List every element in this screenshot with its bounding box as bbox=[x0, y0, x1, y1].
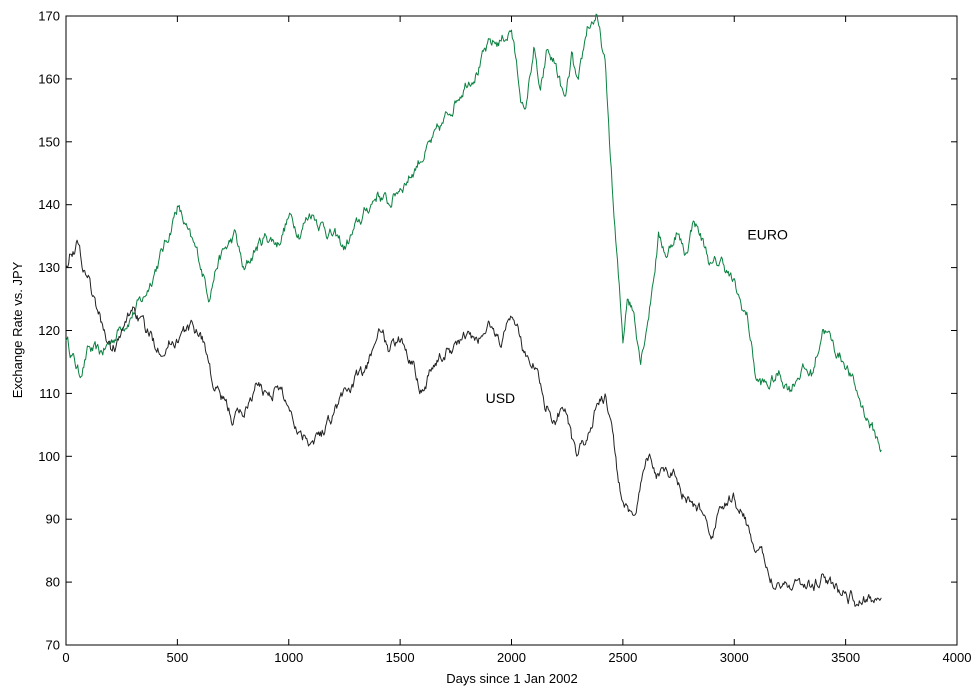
series-annotation-euro: EURO bbox=[747, 226, 788, 242]
y-tick-label: 110 bbox=[39, 386, 60, 401]
y-tick-label: 100 bbox=[38, 449, 60, 464]
x-tick-label: 1000 bbox=[274, 650, 303, 665]
x-tick-label: 2000 bbox=[497, 650, 526, 665]
x-tick-label: 3500 bbox=[831, 650, 860, 665]
plot-frame bbox=[65, 15, 958, 646]
plot-area bbox=[65, 15, 958, 646]
y-tick-label: 80 bbox=[46, 575, 60, 590]
series-line-euro bbox=[65, 13, 882, 453]
series-annotation-usd: USD bbox=[486, 390, 516, 406]
x-tick-label: 0 bbox=[62, 650, 69, 665]
y-tick-label: 130 bbox=[38, 260, 60, 275]
series-lines bbox=[65, 13, 882, 607]
series-line-usd bbox=[65, 239, 882, 607]
y-tick-label: 140 bbox=[38, 197, 60, 212]
x-axis-label: Days since 1 Jan 2002 bbox=[446, 671, 578, 686]
x-tick-label: 4000 bbox=[943, 650, 972, 665]
y-tick-label: 90 bbox=[46, 512, 60, 527]
y-tick-label: 150 bbox=[38, 134, 60, 149]
x-tick-label: 3000 bbox=[720, 650, 749, 665]
x-tick-label: 1500 bbox=[386, 650, 415, 665]
y-tick-label: 160 bbox=[38, 71, 60, 86]
y-tick-label: 120 bbox=[38, 323, 60, 338]
x-tick-label: 2500 bbox=[608, 650, 637, 665]
y-tick-label: 170 bbox=[38, 9, 60, 24]
x-tick-label: 500 bbox=[167, 650, 189, 665]
y-axis-label: Exchange Rate vs. JPY bbox=[10, 261, 25, 398]
y-tick-label: 70 bbox=[46, 638, 60, 653]
annotations: EURO USD bbox=[486, 226, 788, 406]
axis-ticks: 0 500 1000 1500 2000 2500 3000 3500 4000 70 80 90 10… bbox=[38, 9, 971, 666]
